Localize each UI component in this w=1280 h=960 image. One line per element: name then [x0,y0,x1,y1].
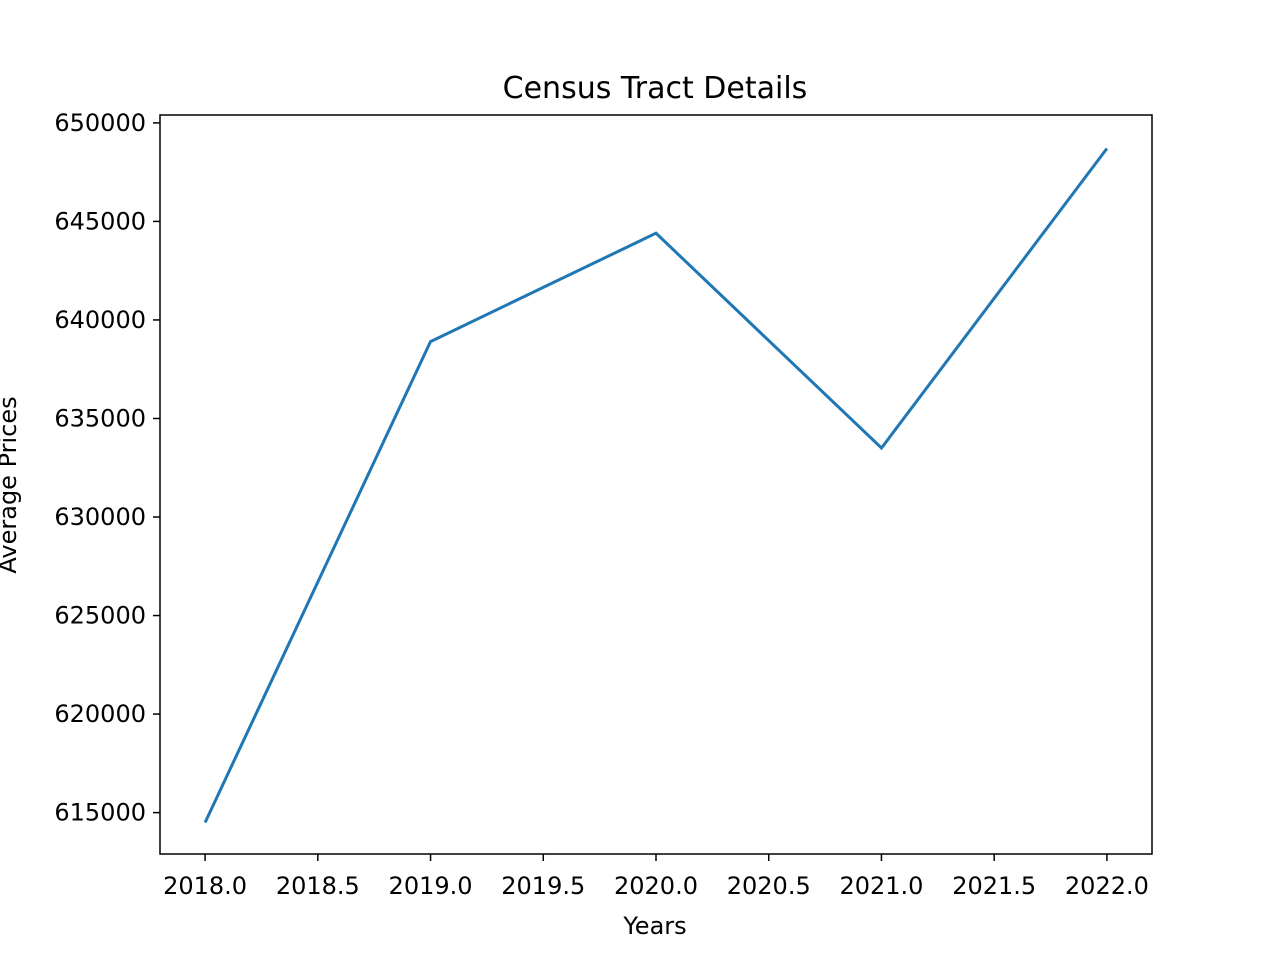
plot-frame [159,114,1153,855]
plot-area: 2018.0 2018.5 2019.0 2019.5 2020.0 2020.5 2021… [54,109,1153,900]
y-tick-label: 645000 [54,207,146,235]
x-tick-label: 2021.0 [839,872,923,900]
y-tick-label: 620000 [54,700,146,728]
y-tick-label: 650000 [54,109,146,137]
y-tick-label: 625000 [54,602,146,630]
chart-title: Census Tract Details [503,71,808,106]
x-tick-label: 2020.0 [614,872,698,900]
x-tick-label: 2018.0 [163,872,247,900]
x-tick-label: 2020.5 [727,872,811,900]
series-line [203,147,1109,824]
x-tick-label: 2018.5 [276,872,360,900]
x-tick-label: 2019.0 [389,872,473,900]
x-tick-label: 2021.5 [952,872,1036,900]
y-tick-label: 630000 [54,503,146,531]
y-tick-label: 615000 [54,799,146,827]
x-tick-label: 2019.5 [501,872,585,900]
y-tick-label: 635000 [54,404,146,432]
x-axis-label: Years [622,912,686,940]
y-axis-label: Average Prices [0,396,22,573]
x-tick-label: 2022.0 [1065,872,1149,900]
y-tick-label: 640000 [54,306,146,334]
